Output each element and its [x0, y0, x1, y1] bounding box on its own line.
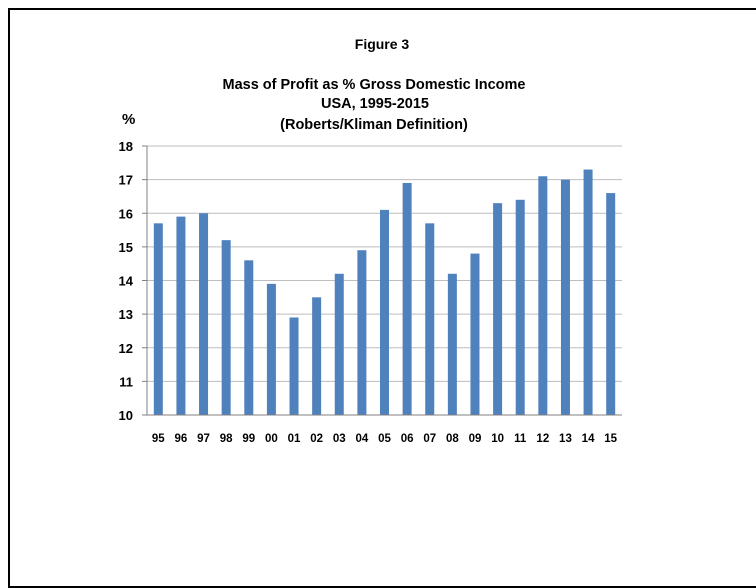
- bar-00: [266, 283, 276, 415]
- bar-06: [402, 182, 412, 415]
- x-tick-label: 95: [152, 433, 165, 445]
- bar-08: [447, 273, 457, 415]
- bar-04: [357, 250, 367, 415]
- x-tick-labels: 95 96 97 98 99 00 01 02 03 04 05 06 07 08 09 10 11 12 13 14…: [152, 433, 618, 445]
- bar-01: [289, 317, 299, 415]
- y-tick-label: 13: [119, 307, 133, 322]
- x-tick-label: 15: [604, 433, 617, 445]
- bar-95: [153, 223, 163, 415]
- bar-99: [244, 260, 254, 415]
- y-tick-labels: 10 11 12 13 14 15 16 17 18: [119, 139, 147, 423]
- x-tick-label: 07: [423, 433, 436, 445]
- bar-13: [560, 179, 570, 415]
- bar-11: [515, 199, 525, 415]
- bar-15: [606, 193, 616, 415]
- x-tick-label: 02: [310, 433, 323, 445]
- y-tick-label: 15: [119, 240, 133, 255]
- x-tick-label: 04: [355, 433, 368, 445]
- bar-12: [538, 176, 548, 415]
- y-tick-label: 17: [119, 173, 133, 188]
- bar-02: [312, 297, 322, 415]
- bar-98: [221, 240, 231, 415]
- chart-title: Mass of Profit as % Gross Domestic Incom…: [222, 77, 526, 93]
- y-tick-label: 11: [119, 374, 133, 389]
- x-tick-label: 11: [514, 433, 527, 445]
- x-tick-label: 98: [220, 433, 233, 445]
- y-tick-label: 16: [119, 206, 133, 221]
- chart-subtitle: USA, 1995-2015: [320, 96, 429, 112]
- chart-definition-note: (Roberts/Kliman Definition): [280, 117, 468, 133]
- x-tick-label: 96: [175, 433, 188, 445]
- bar-96: [176, 216, 186, 415]
- bar-10: [493, 203, 503, 415]
- bar-14: [583, 169, 593, 415]
- x-tick-label: 06: [401, 433, 414, 445]
- y-tick-label: 14: [119, 274, 134, 289]
- x-tick-label: 97: [197, 433, 210, 445]
- bar-chart: 10 11 12 13 14 15 16 17 18 95 96 97 98 99 00 01 02 03 04 0…: [119, 139, 622, 445]
- bar-07: [425, 223, 435, 415]
- bar-09: [470, 253, 480, 415]
- x-tick-label: 13: [559, 433, 572, 445]
- y-tick-label: 12: [119, 341, 133, 356]
- y-tick-label: 10: [119, 408, 133, 423]
- x-tick-label: 00: [265, 433, 278, 445]
- bar-97: [199, 213, 209, 415]
- x-tick-label: 01: [288, 433, 301, 445]
- x-tick-label: 99: [242, 433, 255, 445]
- x-tick-label: 10: [491, 433, 504, 445]
- x-tick-label: 05: [378, 433, 391, 445]
- x-tick-label: 14: [582, 433, 595, 445]
- bar-05: [380, 209, 389, 415]
- x-tick-label: 08: [446, 433, 459, 445]
- figure-label: Figure 3: [354, 36, 410, 52]
- x-tick-label: 09: [469, 433, 482, 445]
- y-tick-label: 18: [119, 139, 133, 154]
- x-tick-label: 03: [333, 433, 346, 445]
- y-axis-label: %: [122, 111, 136, 128]
- bar-03: [334, 273, 344, 415]
- x-tick-label: 12: [536, 433, 549, 445]
- bars: [153, 169, 616, 415]
